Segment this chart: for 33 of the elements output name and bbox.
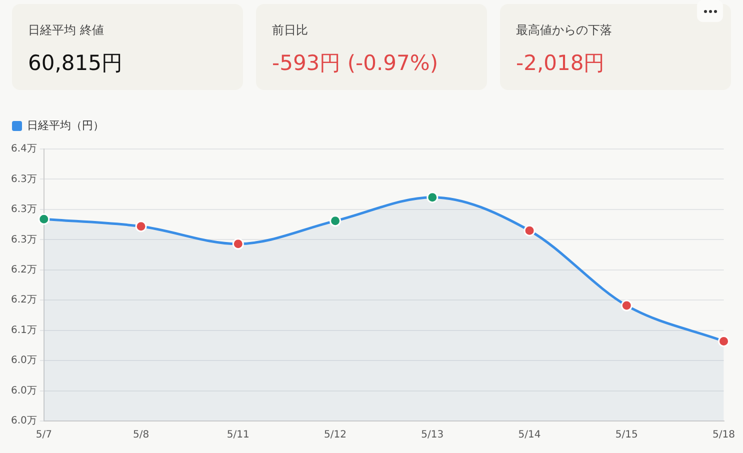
x-tick-label: 5/18 — [712, 430, 736, 441]
point — [38, 213, 50, 225]
y-tick-label: 6.0万 — [10, 416, 37, 427]
x-tick-label: 5/11 — [226, 430, 250, 441]
point — [232, 238, 244, 250]
text: 60,815円 — [28, 50, 124, 77]
y-tick-label: 6.3万 — [10, 174, 37, 185]
y-tick-label: 6.2万 — [10, 264, 37, 276]
legend-label: 日経平均（円） — [27, 118, 104, 133]
point — [620, 300, 632, 312]
y-tick-label: 6.3万 — [10, 234, 37, 246]
y-tick-label: 6.1万 — [10, 324, 37, 336]
y-tick-label: 6.0万 — [10, 355, 37, 366]
y-tick-label: 6.0万 — [10, 385, 37, 396]
text: 前日比 — [272, 22, 309, 39]
point — [718, 335, 730, 347]
point — [330, 215, 342, 227]
point — [426, 192, 438, 204]
text: 日経平均 終値 — [28, 22, 105, 39]
x-tick-label: 5/7 — [36, 430, 52, 441]
x-tick-label: 5/12 — [324, 430, 347, 441]
point — [135, 220, 147, 232]
y-tick-label: 6.2万 — [10, 294, 37, 306]
text: -593円 (-0.97%) — [272, 50, 440, 77]
x-tick-label: 5/13 — [421, 430, 444, 441]
text: -2,018円 — [516, 50, 606, 77]
x-tick-label: 5/14 — [518, 430, 541, 441]
x-tick-label: 5/8 — [132, 430, 150, 441]
point — [524, 224, 536, 236]
y-tick-label: 6.3万 — [10, 204, 37, 216]
text: 最高値からの下落 — [516, 22, 613, 39]
x-tick-label: 5/15 — [615, 430, 638, 441]
y-tick-label: 6.4万 — [10, 144, 37, 155]
